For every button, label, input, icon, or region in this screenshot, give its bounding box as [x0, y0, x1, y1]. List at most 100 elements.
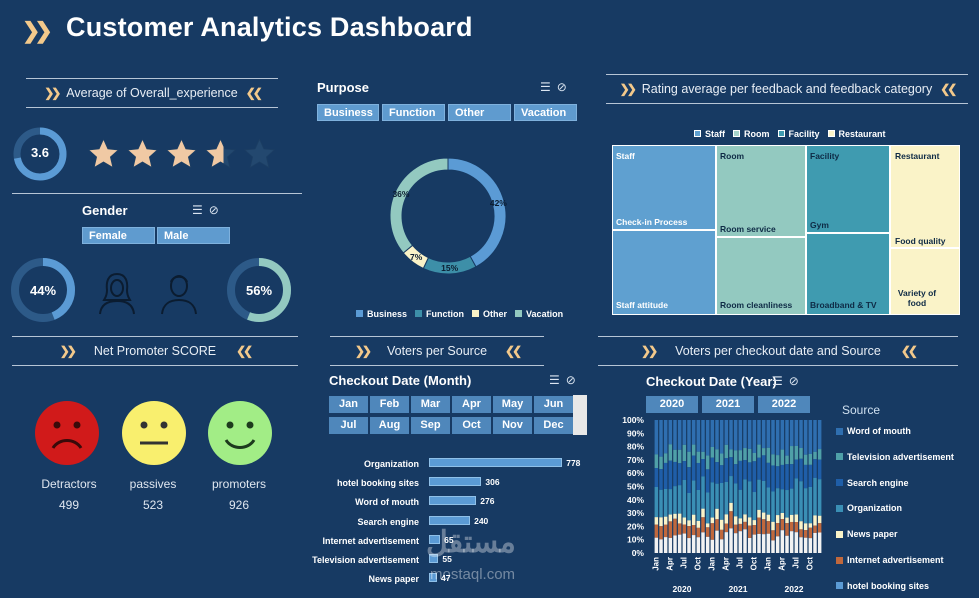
- treemap-cell-staff-attitude[interactable]: [613, 231, 715, 314]
- stacked-segment[interactable]: [701, 508, 705, 518]
- stacked-segment[interactable]: [659, 469, 663, 490]
- stacked-segment[interactable]: [715, 462, 719, 484]
- gender-option-female[interactable]: Female: [82, 227, 155, 244]
- stacked-segment[interactable]: [785, 464, 789, 491]
- treemap-cell-variety[interactable]: [891, 249, 959, 314]
- stacked-segment[interactable]: [710, 517, 715, 524]
- stacked-segment[interactable]: [733, 516, 738, 525]
- stacked-segment[interactable]: [682, 517, 687, 525]
- stacked-segment[interactable]: [799, 529, 803, 538]
- stacked-segment[interactable]: [817, 449, 822, 460]
- stacked-segment[interactable]: [691, 420, 696, 445]
- stacked-segment[interactable]: [668, 420, 673, 445]
- stacked-segment[interactable]: [691, 525, 696, 536]
- stacked-segment[interactable]: [808, 527, 813, 539]
- stacked-segment[interactable]: [729, 502, 733, 512]
- stacked-segment[interactable]: [724, 514, 729, 524]
- treemap-cell-room-cleanliness[interactable]: [717, 238, 805, 314]
- stacked-segment[interactable]: [757, 509, 761, 518]
- purpose-option-other[interactable]: Other: [448, 104, 511, 121]
- stacked-segment[interactable]: [785, 420, 789, 456]
- stacked-segment[interactable]: [817, 479, 822, 516]
- stacked-segment[interactable]: [682, 461, 687, 480]
- stacked-segment[interactable]: [691, 535, 696, 553]
- stacked-segment[interactable]: [654, 420, 659, 455]
- month-option-may[interactable]: May: [493, 396, 532, 413]
- stacked-segment[interactable]: [794, 459, 799, 479]
- year-option-2022[interactable]: 2022: [758, 396, 810, 413]
- stacked-segment[interactable]: [813, 515, 817, 526]
- stacked-segment[interactable]: [813, 451, 817, 460]
- stacked-segment[interactable]: [710, 457, 715, 483]
- source-bar[interactable]: [429, 573, 438, 583]
- stacked-segment[interactable]: [743, 529, 747, 553]
- stacked-segment[interactable]: [687, 451, 691, 468]
- stacked-segment[interactable]: [799, 537, 803, 553]
- stacked-segment[interactable]: [757, 479, 761, 510]
- stacked-segment[interactable]: [794, 445, 799, 460]
- month-option-nov[interactable]: Nov: [493, 417, 532, 434]
- stacked-segment[interactable]: [719, 519, 724, 530]
- stacked-segment[interactable]: [743, 521, 747, 530]
- year-option-2021[interactable]: 2021: [702, 396, 754, 413]
- stacked-segment[interactable]: [738, 420, 743, 451]
- source-bar[interactable]: [429, 534, 441, 544]
- stacked-segment[interactable]: [743, 479, 747, 515]
- stacked-segment[interactable]: [682, 479, 687, 518]
- stacked-segment[interactable]: [743, 514, 747, 522]
- stacked-segment[interactable]: [710, 482, 715, 518]
- stacked-segment[interactable]: [771, 454, 775, 466]
- stacked-segment[interactable]: [687, 467, 691, 494]
- stacked-segment[interactable]: [654, 487, 659, 518]
- stacked-segment[interactable]: [691, 514, 696, 526]
- stacked-segment[interactable]: [733, 450, 738, 465]
- month-option-jul[interactable]: Jul: [329, 417, 368, 434]
- stacked-segment[interactable]: [696, 420, 701, 452]
- stacked-segment[interactable]: [705, 523, 710, 528]
- stacked-segment[interactable]: [817, 515, 822, 524]
- source-bar[interactable]: [429, 515, 471, 525]
- stacked-segment[interactable]: [659, 489, 663, 518]
- stacked-segment[interactable]: [668, 444, 673, 461]
- treemap-cell-checkin[interactable]: [613, 146, 715, 229]
- month-option-oct[interactable]: Oct: [452, 417, 491, 434]
- stacked-segment[interactable]: [719, 420, 724, 454]
- stacked-segment[interactable]: [682, 524, 687, 534]
- stacked-segment[interactable]: [794, 478, 799, 515]
- month-option-sep[interactable]: Sep: [411, 417, 450, 434]
- stacked-segment[interactable]: [682, 420, 687, 445]
- month-option-apr[interactable]: Apr: [452, 396, 491, 413]
- stacked-segment[interactable]: [696, 520, 701, 528]
- stacked-segment[interactable]: [803, 537, 808, 553]
- stacked-segment[interactable]: [813, 477, 817, 516]
- stacked-segment[interactable]: [808, 464, 813, 487]
- stacked-segment[interactable]: [757, 457, 761, 480]
- stacked-segment[interactable]: [673, 486, 677, 514]
- stacked-segment[interactable]: [799, 458, 803, 482]
- stacked-segment[interactable]: [808, 523, 813, 528]
- stacked-segment[interactable]: [696, 537, 701, 553]
- stacked-segment[interactable]: [766, 514, 771, 522]
- stacked-segment[interactable]: [799, 448, 803, 459]
- stacked-segment[interactable]: [724, 420, 729, 445]
- stacked-segment[interactable]: [803, 488, 808, 524]
- stacked-segment[interactable]: [654, 524, 659, 538]
- stacked-segment[interactable]: [701, 532, 705, 553]
- stacked-segment[interactable]: [715, 530, 719, 553]
- source-bar[interactable]: [429, 477, 482, 487]
- clear-filter-icon[interactable]: ⊘: [208, 203, 225, 217]
- stacked-segment[interactable]: [743, 448, 747, 461]
- stacked-segment[interactable]: [752, 452, 757, 462]
- stacked-segment[interactable]: [761, 480, 766, 513]
- stacked-segment[interactable]: [794, 532, 799, 553]
- stacked-segment[interactable]: [733, 420, 738, 451]
- stacked-segment[interactable]: [766, 420, 771, 448]
- stacked-segment[interactable]: [794, 514, 799, 523]
- stacked-segment[interactable]: [813, 459, 817, 478]
- stacked-segment[interactable]: [673, 449, 677, 462]
- stacked-segment[interactable]: [780, 512, 785, 520]
- stacked-segment[interactable]: [715, 449, 719, 463]
- purpose-option-business[interactable]: Business: [317, 104, 379, 121]
- source-bar[interactable]: [429, 496, 477, 506]
- stacked-segment[interactable]: [766, 462, 771, 488]
